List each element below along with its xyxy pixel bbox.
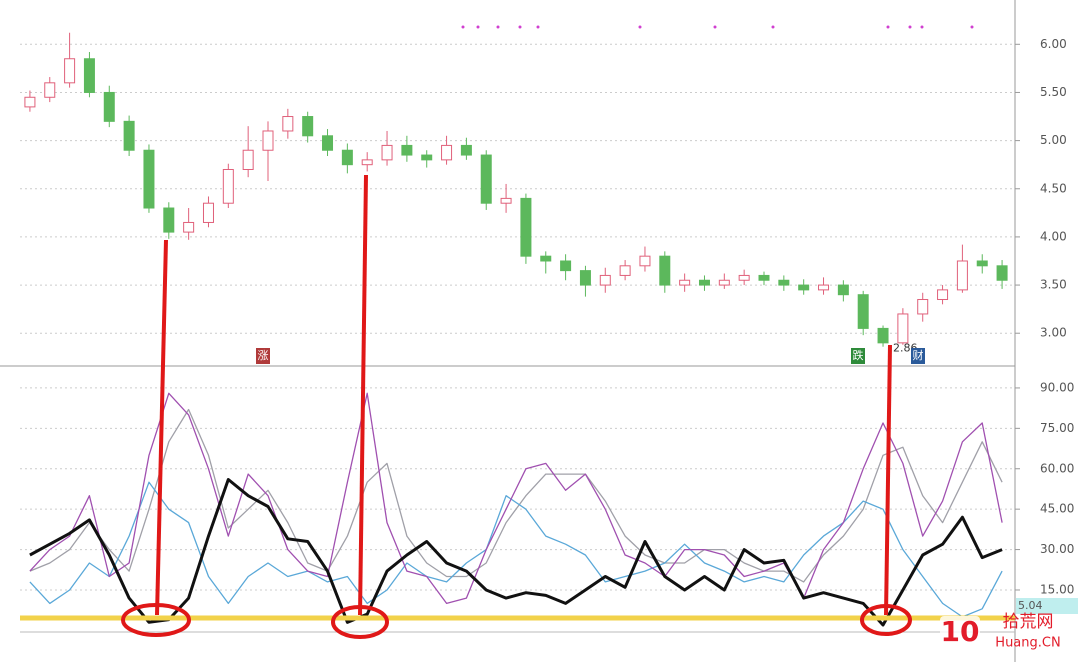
candle-body [242, 149, 254, 170]
y-tick-label: 3.50 [1040, 278, 1067, 292]
candle-body [163, 207, 175, 233]
candle-body [917, 299, 929, 315]
y-tick-label: 5.50 [1040, 85, 1067, 99]
candle-body [857, 294, 869, 329]
annotation-text: 涨 [258, 349, 269, 362]
candle-body [937, 289, 949, 301]
candle-body [639, 255, 651, 267]
signal-dots [461, 25, 974, 29]
candle-body [44, 82, 56, 98]
candle-body [897, 313, 909, 344]
annotation-line [884, 344, 892, 616]
y-tick-label: 60.00 [1040, 461, 1074, 475]
candle-body [143, 149, 155, 209]
y-tick-label: 5.00 [1040, 133, 1067, 147]
candle-body [401, 144, 413, 156]
y-tick-label: 75.00 [1040, 421, 1074, 435]
watermark: 10 拾荒网 Huang.CN [940, 612, 1061, 651]
candle-body [341, 149, 353, 166]
candle-body [361, 159, 373, 166]
candle-body [202, 202, 214, 223]
annotation-circle [121, 603, 191, 637]
candle-body [798, 284, 810, 291]
candle-body [837, 284, 849, 296]
candle-body [540, 255, 552, 262]
candle-body [222, 168, 234, 204]
candle-body [560, 260, 572, 272]
annotation-line [358, 174, 368, 616]
y-tick-label: 15.00 [1040, 582, 1074, 596]
candle-body [579, 270, 591, 286]
candle-body [619, 265, 631, 276]
watermark-site: Huang.CN [995, 636, 1060, 651]
candle-body [718, 279, 730, 286]
candle-body [441, 144, 453, 161]
indicator-line [29, 478, 1003, 627]
candle-body [520, 197, 532, 257]
candle-body [758, 274, 770, 281]
candle-body [83, 58, 95, 93]
annotation-text: 跌 [853, 348, 864, 362]
indicator-line [29, 481, 1003, 618]
y-tick-label: 45.00 [1040, 502, 1074, 516]
y-tick-label: 4.50 [1040, 181, 1067, 195]
candle-body [302, 116, 314, 137]
y-tick-label: 3.00 [1040, 326, 1067, 340]
candle-body [679, 279, 691, 286]
candle-body [381, 144, 393, 161]
candle-body [956, 260, 968, 291]
candle-body [460, 144, 472, 156]
price-panel: 3.003.504.004.505.005.506.002.86涨跌财 [20, 32, 1067, 364]
annotation-line [155, 239, 168, 616]
candle-body [421, 154, 433, 161]
candle-body [778, 279, 790, 286]
annotation-badge [851, 348, 865, 364]
y-tick-label: 30.00 [1040, 542, 1074, 556]
candle-body [996, 265, 1008, 281]
y-tick-label: 4.00 [1040, 229, 1067, 243]
candle-body [698, 279, 710, 286]
indicator-panel: 15.00 30.00 45.00 60.00 75.00 90.00 [20, 380, 1074, 627]
last-value-label: 5.04 [1018, 599, 1043, 612]
candle-body [877, 327, 889, 344]
watermark-bg [940, 616, 980, 648]
annotation-badge [911, 348, 925, 364]
indicator-line [29, 392, 1003, 605]
candle-body [282, 116, 294, 132]
candle-body [183, 221, 195, 233]
annotation-circle [860, 604, 912, 636]
y-tick-label: 90.00 [1040, 380, 1074, 394]
candle-body [262, 130, 274, 151]
annotation-circle [331, 605, 389, 639]
candle-body [64, 58, 76, 84]
watermark-name: 拾荒网 [1003, 612, 1054, 632]
candle-body [976, 260, 988, 267]
candle-body [123, 120, 135, 151]
candle-body [659, 255, 671, 286]
candle-body [480, 154, 492, 204]
candle-body [500, 197, 512, 204]
candle-body [322, 135, 334, 151]
annotation-badge [256, 348, 270, 364]
y-tick-label: 6.00 [1040, 37, 1067, 51]
watermark-logo: 10 [941, 615, 980, 648]
candle-body [818, 284, 830, 291]
candle-body [103, 91, 115, 122]
annotation-text: 财 [913, 348, 924, 362]
candle-body [599, 274, 611, 286]
annotations [121, 174, 912, 639]
candle-body [738, 274, 750, 281]
indicator-line [29, 408, 1003, 583]
last-value-box [1016, 598, 1078, 614]
candle-body [24, 96, 36, 108]
